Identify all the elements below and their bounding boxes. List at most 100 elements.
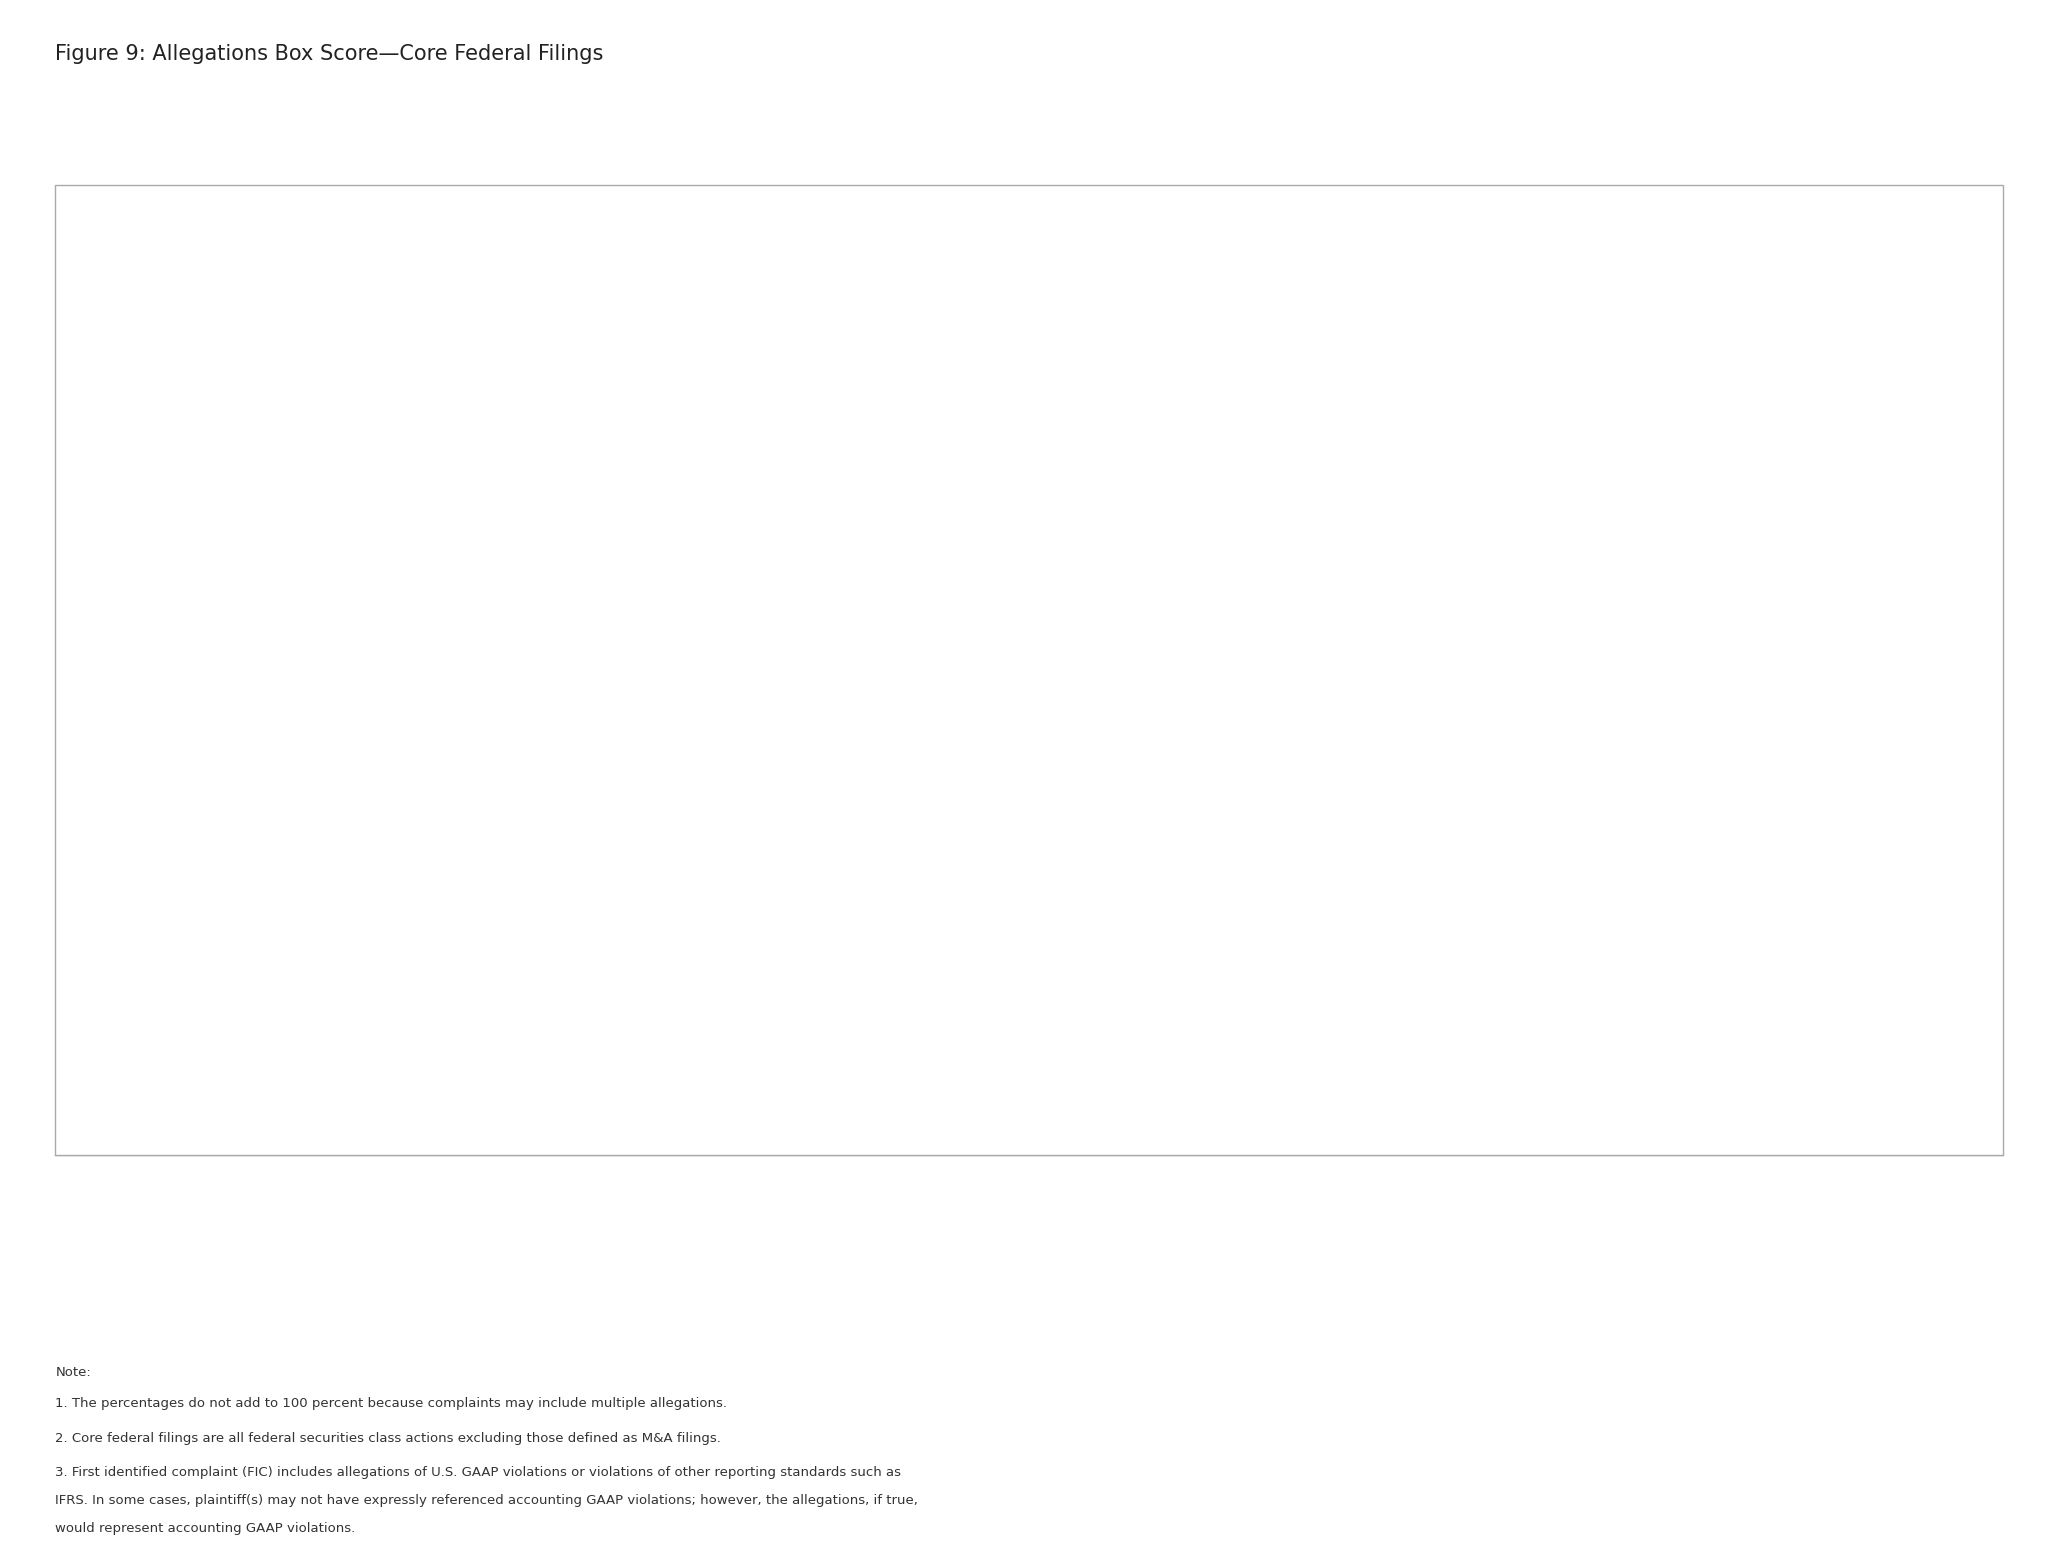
Bar — [55, 1090, 967, 1155]
Bar — [1174, 377, 1380, 442]
Bar — [1796, 766, 2003, 831]
Text: 93%: 93% — [1466, 400, 1503, 418]
Bar — [1174, 571, 1380, 636]
Bar — [1174, 1025, 1380, 1090]
Text: Allegations in Core Federal Filings²: Allegations in Core Federal Filings² — [80, 338, 408, 357]
Text: 11%: 11% — [1053, 984, 1090, 1002]
Bar — [967, 701, 1174, 766]
Text: Internal Control Weaknesses⁵: Internal Control Weaknesses⁵ — [92, 919, 336, 937]
Text: 3%: 3% — [1473, 724, 1497, 743]
Text: 2. Core federal filings are all federal securities class actions excluding those: 2. Core federal filings are all federal … — [55, 1431, 721, 1445]
Bar — [1589, 896, 1796, 960]
Text: 7%: 7% — [1264, 1048, 1290, 1067]
Bar — [55, 377, 967, 442]
Text: 47%: 47% — [1880, 659, 1917, 678]
Bar — [1796, 571, 2003, 636]
Text: 11%: 11% — [1880, 1048, 1917, 1067]
Bar — [1174, 896, 1380, 960]
Text: 23%: 23% — [1673, 789, 1710, 808]
Text: Announced Restatement⁴: Announced Restatement⁴ — [92, 854, 305, 872]
Text: 8%: 8% — [1679, 1048, 1706, 1067]
Text: 38%: 38% — [1053, 789, 1090, 808]
Text: 7%: 7% — [1679, 984, 1706, 1002]
Text: IFRS. In some cases, plaintiff(s) may not have expressly referenced accounting G: IFRS. In some cases, plaintiff(s) may no… — [55, 1495, 918, 1507]
Bar — [1174, 636, 1380, 701]
Text: 53%: 53% — [1053, 659, 1090, 678]
Bar — [967, 442, 1174, 506]
Text: 16%: 16% — [1880, 465, 1917, 483]
Text: 2018: 2018 — [1667, 279, 1716, 298]
Text: Section 11 Claims: Section 11 Claims — [92, 465, 242, 483]
Text: Trading by Company Insiders: Trading by Company Insiders — [92, 724, 334, 743]
Text: 0%: 0% — [1473, 1113, 1497, 1132]
Bar — [55, 259, 2003, 318]
Text: 46%: 46% — [1466, 659, 1503, 678]
Bar — [1796, 896, 2003, 960]
Text: 2016: 2016 — [1253, 279, 1303, 298]
Text: 22%: 22% — [1466, 789, 1503, 808]
Text: 10%: 10% — [1880, 984, 1917, 1002]
Bar — [1796, 960, 2003, 1025]
Bar — [1380, 506, 1589, 571]
Bar — [1589, 766, 1796, 831]
Text: 30%: 30% — [1260, 789, 1296, 808]
Text: 23%: 23% — [1880, 789, 1917, 808]
Bar — [1589, 701, 1796, 766]
Bar — [967, 896, 1174, 960]
Bar — [1380, 636, 1589, 701]
Text: 10%: 10% — [1673, 465, 1710, 483]
Text: 2%: 2% — [1264, 1113, 1290, 1132]
Bar — [1380, 896, 1589, 960]
Bar — [1380, 1090, 1589, 1155]
Text: 1%: 1% — [1057, 1113, 1083, 1132]
Bar — [1380, 1025, 1589, 1090]
Bar — [1174, 960, 1380, 1025]
Bar — [55, 571, 967, 636]
Bar — [55, 766, 967, 831]
Text: 100%: 100% — [1460, 594, 1509, 613]
Bar — [1796, 701, 2003, 766]
Bar — [55, 1025, 967, 1090]
Bar — [1380, 960, 1589, 1025]
Bar — [967, 1025, 1174, 1090]
Text: 7%: 7% — [1473, 984, 1497, 1002]
Bar — [1796, 442, 2003, 506]
Text: Announced Internal Control Weaknesses⁶: Announced Internal Control Weaknesses⁶ — [92, 984, 434, 1002]
Bar — [55, 185, 2003, 1155]
Bar — [1380, 377, 1589, 442]
Text: 16%: 16% — [1053, 465, 1090, 483]
Bar — [967, 636, 1174, 701]
Text: 12%: 12% — [1466, 465, 1503, 483]
Bar — [1589, 636, 1796, 701]
Bar — [1174, 506, 1380, 571]
Bar — [967, 960, 1174, 1025]
Text: 21%: 21% — [1260, 919, 1296, 937]
Bar — [1589, 442, 1796, 506]
Text: Accounting Violations³: Accounting Violations³ — [92, 789, 279, 808]
Text: 16%: 16% — [1053, 724, 1090, 743]
Bar — [1380, 571, 1589, 636]
Text: 18%: 18% — [1880, 919, 1917, 937]
Text: 12%: 12% — [1053, 854, 1090, 872]
Text: Figure 9: Allegations Box Score—Core Federal Filings: Figure 9: Allegations Box Score—Core Fed… — [55, 45, 604, 63]
Bar — [1589, 377, 1796, 442]
Bar — [55, 442, 967, 506]
Text: 4%: 4% — [1473, 530, 1497, 548]
Text: 8%: 8% — [1473, 1048, 1497, 1067]
Text: Note:: Note: — [55, 1366, 90, 1379]
Text: 26%: 26% — [1053, 919, 1090, 937]
Bar — [967, 506, 1174, 571]
Text: 6%: 6% — [1264, 530, 1290, 548]
Text: 8%: 8% — [1886, 854, 1913, 872]
Bar — [1174, 831, 1380, 896]
Text: Underwriter Defendant: Underwriter Defendant — [92, 1048, 285, 1067]
Text: 92%: 92% — [1053, 400, 1090, 418]
Bar — [1174, 701, 1380, 766]
Text: 45%: 45% — [1260, 659, 1296, 678]
Text: 86%: 86% — [1673, 400, 1710, 418]
Text: 10%: 10% — [1260, 724, 1296, 743]
Bar — [1796, 506, 2003, 571]
Bar — [1796, 1090, 2003, 1155]
Bar — [967, 1090, 1174, 1155]
Text: 0%: 0% — [1886, 1113, 1913, 1132]
